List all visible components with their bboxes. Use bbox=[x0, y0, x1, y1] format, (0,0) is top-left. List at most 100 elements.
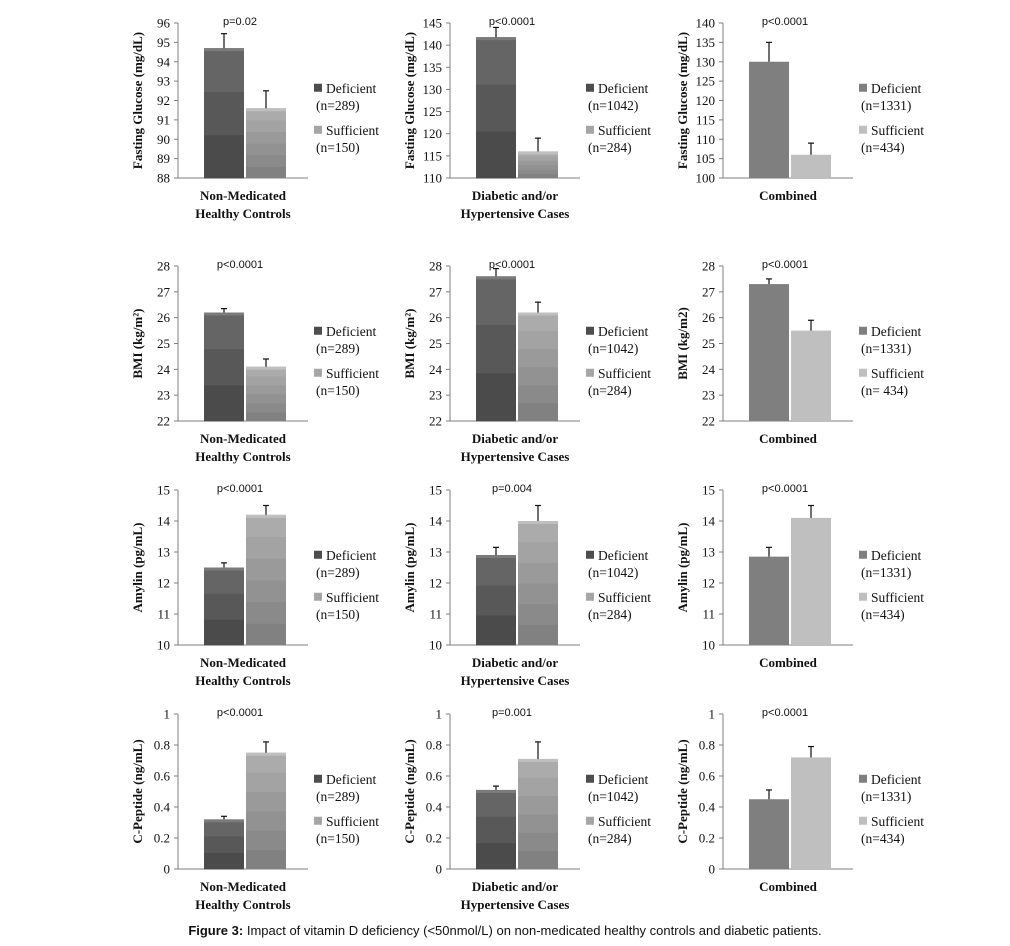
legend-swatch bbox=[314, 326, 322, 335]
y-tick-label: 11 bbox=[429, 607, 442, 622]
legend-n-label: (n=434) bbox=[861, 140, 905, 155]
bar-top bbox=[476, 789, 516, 793]
legend-label: Deficient bbox=[871, 548, 921, 563]
bar-segment bbox=[246, 536, 286, 559]
legend-label: Deficient bbox=[598, 548, 648, 563]
bar-segment bbox=[204, 134, 244, 179]
y-axis-label: Fasting Glucose (mg/dL) bbox=[130, 32, 145, 169]
y-tick-label: 10 bbox=[157, 638, 170, 653]
category-label: Non-Medicated bbox=[200, 431, 287, 446]
bar-segment bbox=[518, 169, 558, 175]
legend-swatch bbox=[314, 368, 322, 377]
bar-deficient bbox=[204, 815, 244, 870]
legend-swatch bbox=[859, 774, 867, 783]
y-tick-label: 14 bbox=[702, 514, 716, 529]
legend-swatch bbox=[586, 326, 594, 335]
bar-deficient bbox=[749, 41, 789, 178]
y-tick-label: 120 bbox=[696, 93, 716, 108]
bar-top bbox=[476, 37, 516, 41]
y-tick-label: 12 bbox=[157, 576, 170, 591]
y-tick-label: 1 bbox=[164, 707, 171, 722]
y-tick-label: 0 bbox=[436, 862, 443, 877]
legend-label: Sufficient bbox=[871, 123, 924, 138]
bar-segment bbox=[518, 624, 558, 646]
bar-segment bbox=[246, 366, 286, 377]
bar-chart: 0 0.2 0.4 0.6 0.8 1 C-Peptide (ng/mL) p<0.0001 D… bbox=[130, 707, 379, 913]
y-axis-label: BMI (kg/m²) bbox=[130, 309, 145, 379]
y-tick-label: 22 bbox=[702, 414, 715, 429]
y-tick-label: 115 bbox=[696, 112, 715, 127]
bar-chart: 0 0.2 0.4 0.6 0.8 1 C-Peptide (ng/mL) p<0.0001 D… bbox=[675, 707, 924, 895]
chart-panel: 10 11 12 13 14 15 Amylin (pg/mL) p<0.0001 Defici… bbox=[665, 472, 995, 700]
y-tick-label: 140 bbox=[696, 16, 716, 31]
bar-chart: 22 23 24 25 26 27 28 BMI (kg/m²) p<0.0001 Deficie… bbox=[130, 259, 379, 465]
y-tick-label: 0.8 bbox=[154, 738, 170, 753]
y-tick-label: 0 bbox=[164, 862, 171, 877]
bar-segment bbox=[246, 154, 286, 167]
legend-swatch bbox=[586, 774, 594, 783]
p-value-label: p=0.001 bbox=[492, 707, 532, 719]
legend-n-label: (n=1042) bbox=[588, 789, 638, 804]
category-label: Diabetic and/or bbox=[472, 188, 559, 203]
bar-segment bbox=[476, 842, 516, 870]
legend-n-label: (n=289) bbox=[316, 789, 360, 804]
bar-segment bbox=[204, 48, 244, 92]
y-tick-label: 140 bbox=[423, 38, 443, 53]
bar-top bbox=[246, 366, 286, 370]
bar-segment bbox=[246, 402, 286, 413]
bar-segment bbox=[246, 108, 286, 121]
y-tick-label: 94 bbox=[157, 54, 171, 69]
y-tick-label: 145 bbox=[423, 16, 443, 31]
bar-sufficient bbox=[246, 358, 286, 422]
y-tick-label: 88 bbox=[157, 171, 170, 186]
bar-sufficient bbox=[791, 319, 831, 421]
bar-segment bbox=[204, 312, 244, 350]
bar-chart: 10 11 12 13 14 15 Amylin (pg/mL) p<0.0001 Defici… bbox=[130, 483, 379, 689]
y-tick-label: 28 bbox=[429, 259, 442, 274]
bar-segment bbox=[518, 384, 558, 404]
y-tick-label: 1 bbox=[436, 707, 443, 722]
bar-segment bbox=[246, 384, 286, 395]
chart-panel: 0 0.2 0.4 0.6 0.8 1 C-Peptide (ng/mL) p<0.0001 D… bbox=[120, 696, 450, 924]
y-tick-label: 23 bbox=[157, 388, 170, 403]
legend-swatch bbox=[859, 83, 867, 92]
bar-segment bbox=[476, 615, 516, 646]
y-axis-label: Fasting Glucose (mg/dL) bbox=[402, 32, 417, 169]
bar-segment bbox=[246, 514, 286, 537]
bar-deficient bbox=[204, 308, 244, 422]
y-tick-label: 28 bbox=[702, 259, 715, 274]
bar-top bbox=[204, 567, 244, 571]
legend-swatch bbox=[586, 368, 594, 377]
legend-n-label: (n=284) bbox=[588, 607, 632, 622]
bar-segment bbox=[204, 835, 244, 853]
legend-label: Deficient bbox=[326, 324, 376, 339]
y-tick-label: 13 bbox=[429, 545, 442, 560]
legend-swatch bbox=[314, 125, 322, 134]
bar-segment bbox=[204, 852, 244, 870]
bar-deficient bbox=[749, 278, 789, 421]
bar-segment bbox=[518, 777, 558, 797]
bar-top bbox=[476, 276, 516, 280]
bar-sufficient bbox=[791, 142, 831, 178]
legend-n-label: (n=1042) bbox=[588, 565, 638, 580]
legend-swatch bbox=[586, 816, 594, 825]
y-tick-label: 92 bbox=[157, 93, 170, 108]
chart-panel: 0 0.2 0.4 0.6 0.8 1 C-Peptide (ng/mL) p=0.001 De… bbox=[392, 696, 722, 924]
y-tick-label: 1 bbox=[709, 707, 716, 722]
legend-n-label: (n=150) bbox=[316, 383, 360, 398]
category-label: Combined bbox=[759, 879, 818, 894]
category-label: Combined bbox=[759, 655, 818, 670]
y-axis-label: C-Peptide (ng/mL) bbox=[402, 739, 417, 843]
legend-swatch bbox=[859, 592, 867, 601]
category-label: Combined bbox=[759, 431, 818, 446]
legend-swatch bbox=[314, 83, 322, 92]
y-tick-label: 11 bbox=[702, 607, 715, 622]
bar-segment bbox=[476, 37, 516, 85]
legend-swatch bbox=[586, 125, 594, 134]
bar-top bbox=[518, 758, 558, 762]
y-tick-label: 27 bbox=[702, 284, 716, 299]
legend-label: Sufficient bbox=[326, 814, 379, 829]
y-tick-label: 24 bbox=[702, 362, 716, 377]
y-tick-label: 23 bbox=[702, 388, 715, 403]
bar-segment bbox=[246, 143, 286, 156]
